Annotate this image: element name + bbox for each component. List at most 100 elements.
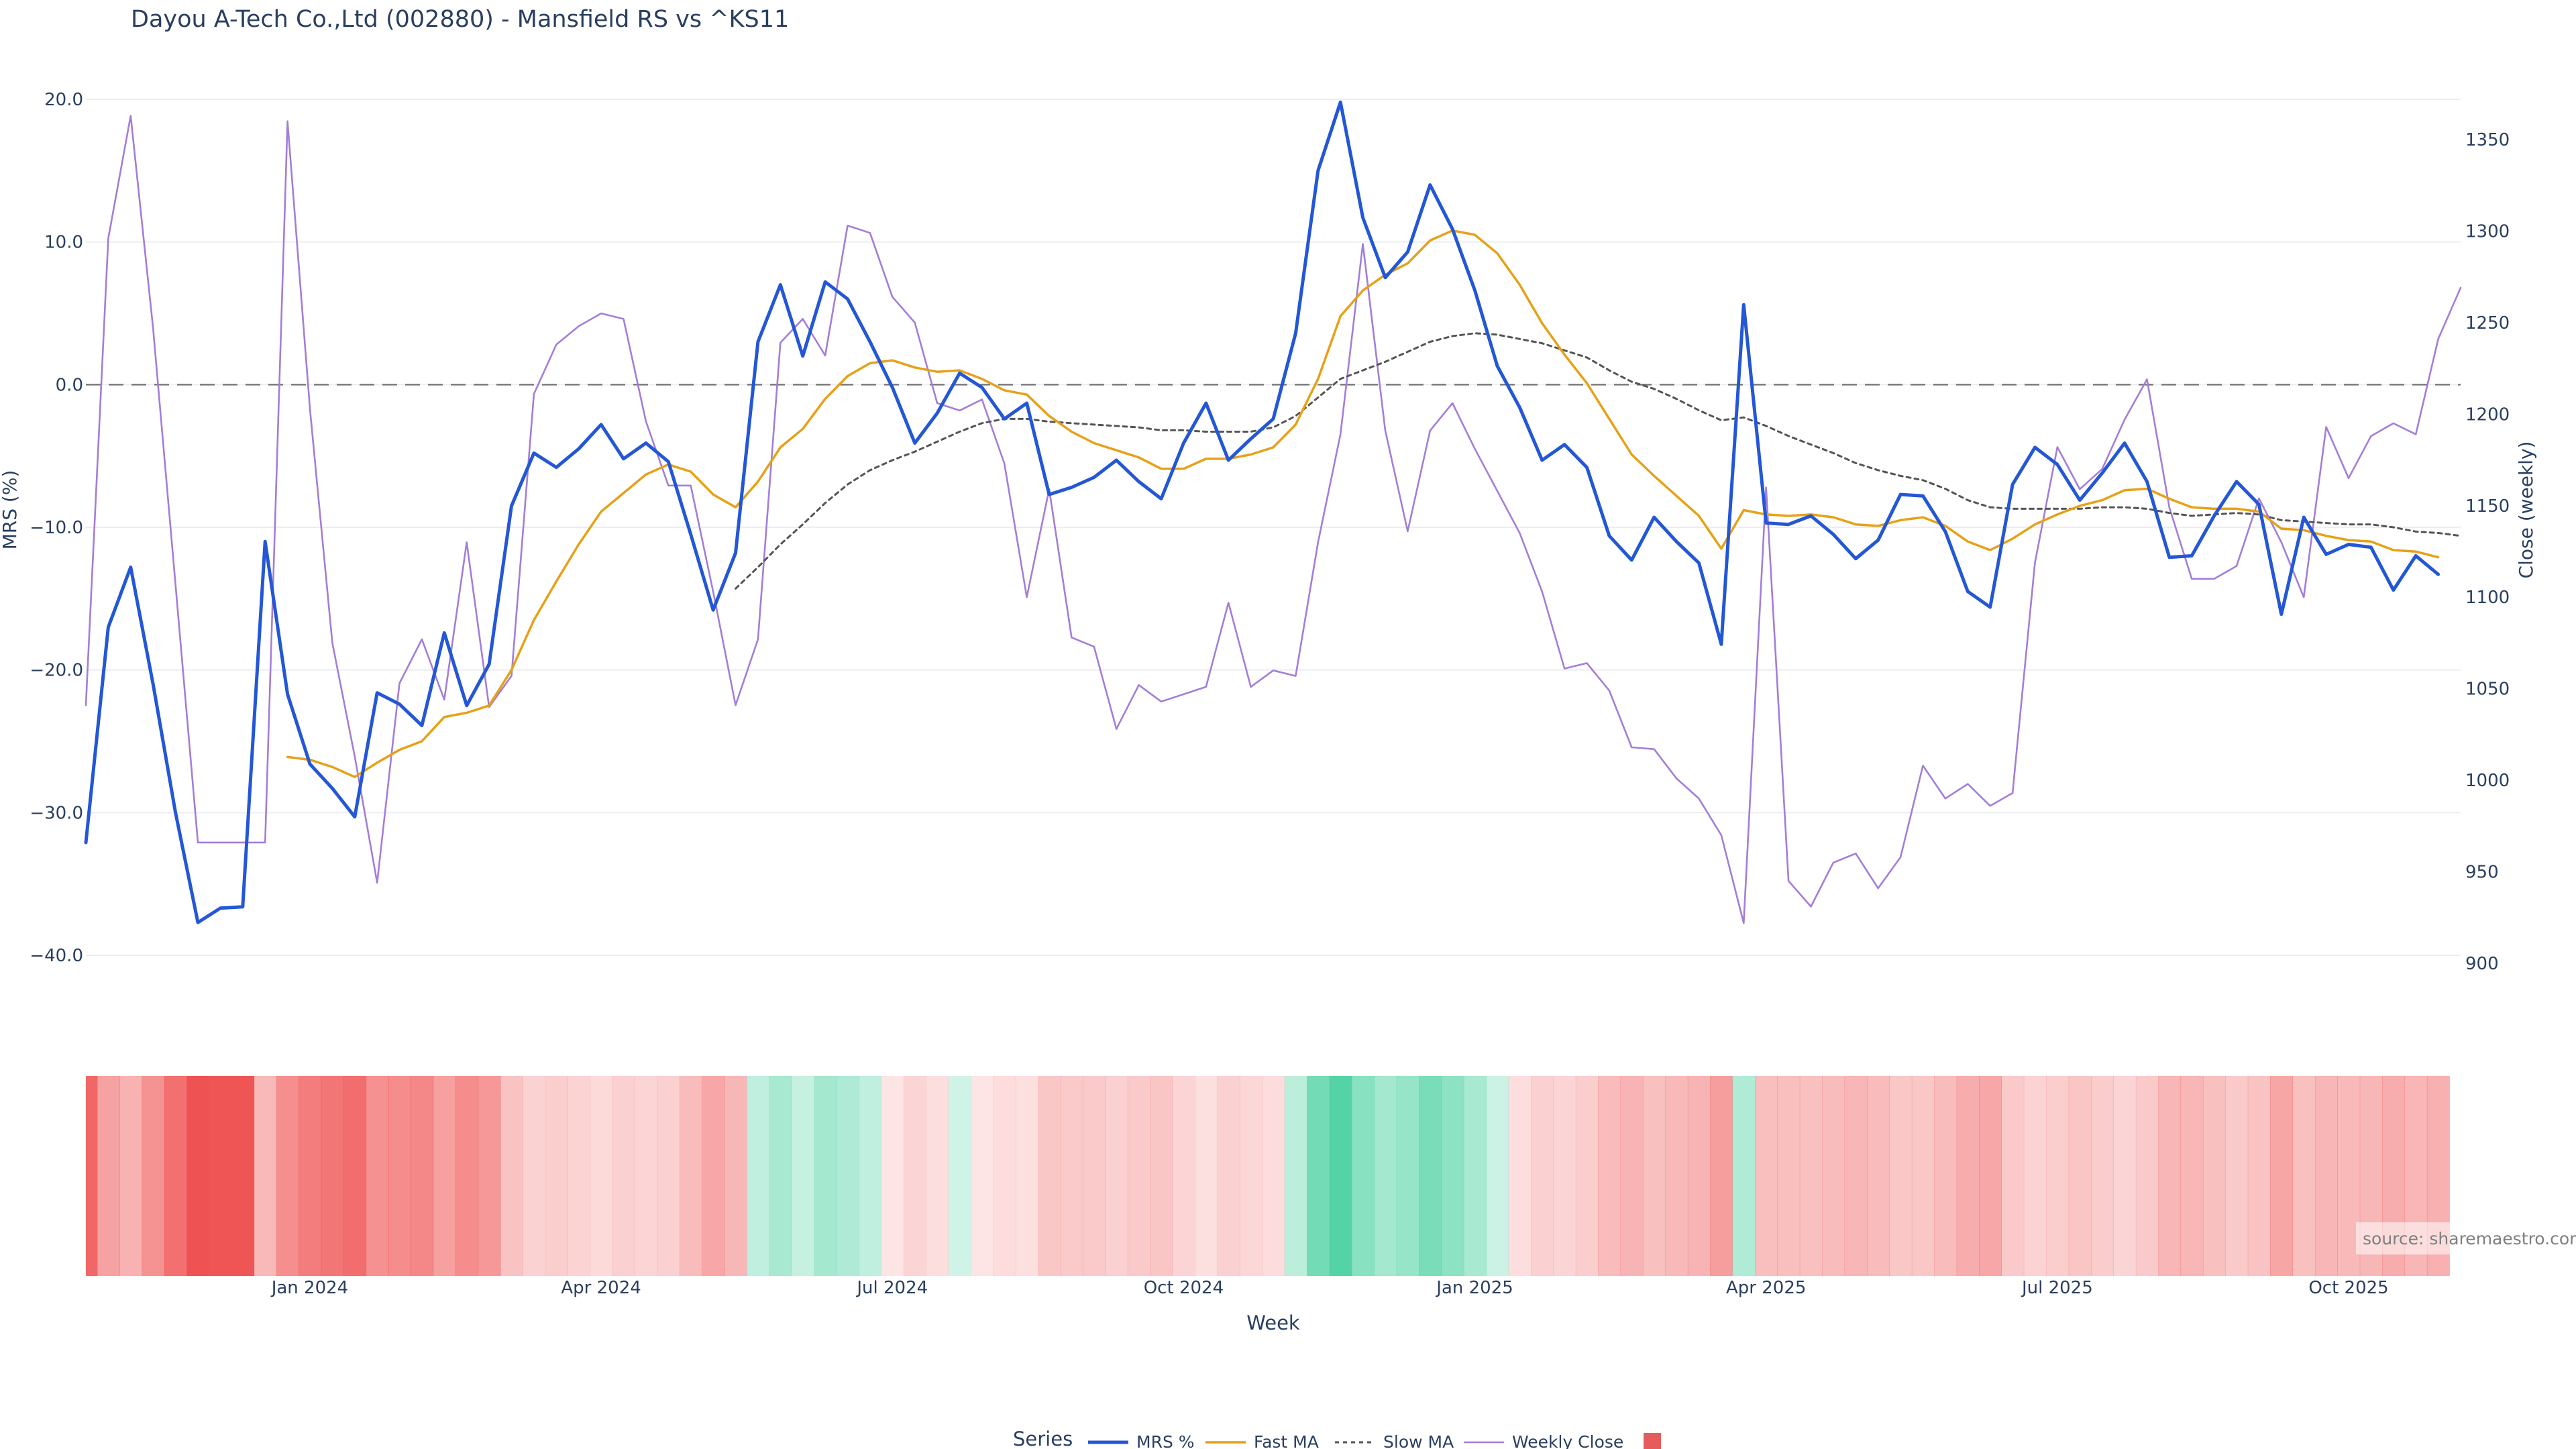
left-tick-label: −30.0 (30, 803, 83, 823)
legend-swatch-heatmap[interactable] (1644, 1433, 1661, 1449)
x-tick-label: Apr 2025 (1726, 1278, 1806, 1298)
series-layer (84, 100, 2462, 924)
heatmap-cell (612, 1076, 635, 1276)
x-tick-label: Jul 2025 (2021, 1278, 2093, 1298)
heatmap-cell (680, 1076, 702, 1276)
heatmap-cell (186, 1076, 210, 1276)
heatmap-cell (2068, 1076, 2092, 1276)
heatmap-cell (993, 1076, 1016, 1276)
legend: Series MRS % Fast MA Slow MA Weekly Close (1013, 1428, 1661, 1449)
heatmap-cell (164, 1076, 187, 1276)
heatmap-cell (1643, 1076, 1666, 1276)
heatmap-cell (545, 1076, 568, 1276)
heatmap-cell (2158, 1076, 2182, 1276)
heatmap-cell (1150, 1076, 1173, 1276)
heatmap-cell (1777, 1076, 1801, 1276)
heatmap-cell (343, 1076, 367, 1276)
heatmap-cell (1598, 1076, 1621, 1276)
right-tick-label: 1050 (2465, 680, 2510, 700)
heatmap-cell (1284, 1076, 1307, 1276)
heatmap-cell (926, 1076, 949, 1276)
heatmap-cell (209, 1076, 232, 1276)
heatmap-cell (769, 1076, 792, 1276)
heatmap-cell (1083, 1076, 1106, 1276)
x-tick-label: Oct 2025 (2308, 1278, 2388, 1298)
source-badge (2356, 1222, 2574, 1254)
heatmap-cell (1486, 1076, 1509, 1276)
right-tick-label: 900 (2465, 954, 2499, 974)
series-line-fast-ma (286, 229, 2440, 778)
heatmap-cell (2225, 1076, 2249, 1276)
heatmap-cell (747, 1076, 770, 1276)
right-axis-label: Close (weekly) (2515, 441, 2537, 579)
heatmap-cell (1060, 1076, 1083, 1276)
heatmap-cell (2135, 1076, 2159, 1276)
heatmap-cell (635, 1076, 658, 1276)
heatmap-cell (836, 1076, 859, 1276)
right-tick-label: 1250 (2465, 313, 2510, 333)
heatmap-cell (1755, 1076, 1778, 1276)
heatmap-cell (2046, 1076, 2070, 1276)
heatmap-cell (1307, 1076, 1330, 1276)
heatmap-cell (702, 1076, 725, 1276)
x-tick-label: Jan 2024 (270, 1278, 349, 1298)
heatmap-cell (1620, 1076, 1644, 1276)
heatmap-cell (2202, 1076, 2226, 1276)
heatmap-cell (1172, 1076, 1195, 1276)
heatmap-cell (1665, 1076, 1688, 1276)
heatmap-cell (2113, 1076, 2137, 1276)
heatmap-cell (724, 1076, 747, 1276)
heatmap-cell (86, 1076, 98, 1276)
heatmap-cell (792, 1076, 814, 1276)
heatmap-cell (1575, 1076, 1599, 1276)
heatmap-cell (1127, 1076, 1150, 1276)
heatmap-cell (433, 1076, 456, 1276)
heatmap-cell (904, 1076, 926, 1276)
heatmap-cell (1822, 1076, 1845, 1276)
left-tick-label: −40.0 (30, 946, 83, 966)
source-note: source: sharemaestro.com (2363, 1229, 2576, 1248)
heatmap-cell (1374, 1076, 1397, 1276)
heatmap-cell (366, 1076, 389, 1276)
legend-label[interactable]: Weekly Close (1512, 1432, 1623, 1449)
heatmap-cell (2001, 1076, 2025, 1276)
heatmap-cell (2023, 1076, 2047, 1276)
heatmap-cell (97, 1076, 120, 1276)
x-tick-label: Jul 2024 (855, 1278, 928, 1298)
left-tick-label: −20.0 (30, 661, 83, 681)
heatmap-cell (1889, 1076, 1913, 1276)
heatmap-cell (500, 1076, 523, 1276)
legend-label[interactable]: Slow MA (1383, 1432, 1454, 1449)
heatmap-cell (1239, 1076, 1263, 1276)
heatmap-cell (1015, 1076, 1038, 1276)
right-tick-label: 950 (2465, 863, 2499, 883)
heatmap-cell (455, 1076, 478, 1276)
chart-title: Dayou A-Tech Co.,Ltd (002880) - Mansfiel… (131, 6, 789, 33)
heatmap-cell (1531, 1076, 1554, 1276)
legend-title: Series (1013, 1428, 1073, 1449)
heatmap-cell (142, 1076, 165, 1276)
left-tick-label: 10.0 (44, 233, 83, 253)
right-axis-ticks: 1350 1300 1250 1200 1150 1100 1050 1000 950 900 (2465, 130, 2510, 974)
right-tick-label: 1150 (2465, 496, 2510, 517)
x-tick-label: Oct 2024 (1144, 1278, 1224, 1298)
heatmap-cell (523, 1076, 546, 1276)
heatmap-cell (2180, 1076, 2204, 1276)
right-tick-label: 1300 (2465, 221, 2510, 241)
heatmap-cell (1732, 1076, 1756, 1276)
heatmap-cell (411, 1076, 434, 1276)
right-tick-label: 1100 (2465, 588, 2510, 608)
legend-label[interactable]: MRS % (1136, 1432, 1195, 1449)
heatmap-cell (119, 1076, 143, 1276)
heatmap-cell (948, 1076, 971, 1276)
heatmap-cell (276, 1076, 299, 1276)
heatmap-cell (814, 1076, 837, 1276)
legend-label[interactable]: Fast MA (1254, 1432, 1319, 1449)
heatmap-cell (568, 1076, 590, 1276)
x-tick-label: Jan 2025 (1435, 1278, 1513, 1298)
heatmap-cell (2091, 1076, 2114, 1276)
right-tick-label: 1200 (2465, 405, 2510, 425)
heatmap-cell (1038, 1076, 1061, 1276)
heatmap-cell (1844, 1076, 1868, 1276)
heatmap-cell (231, 1076, 255, 1276)
